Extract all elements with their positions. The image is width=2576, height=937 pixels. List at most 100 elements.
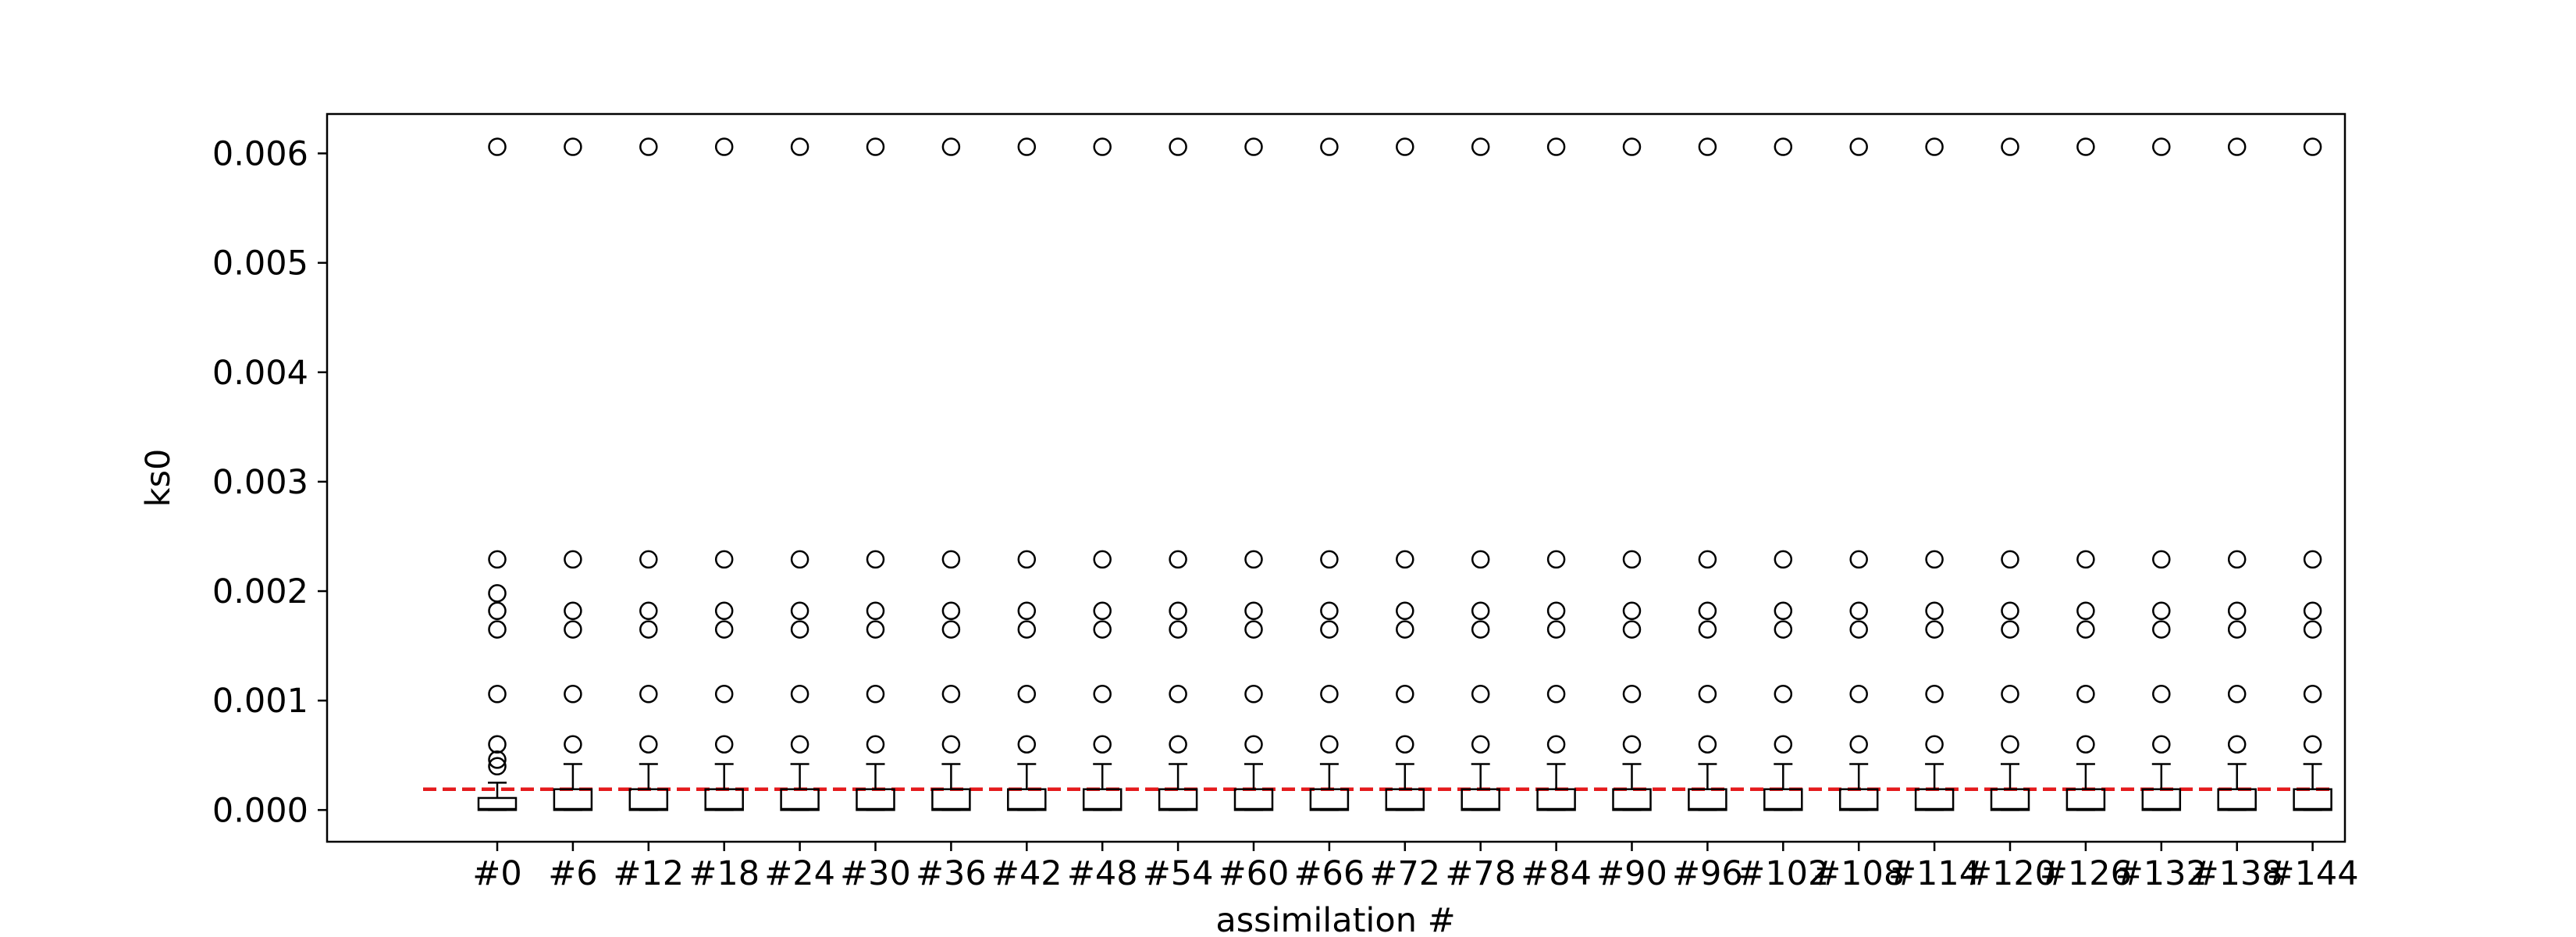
outlier-point: [1774, 685, 1793, 704]
outlier-point: [941, 601, 961, 621]
outlier-point: [2001, 620, 2019, 639]
x-tick-label: #132: [2115, 854, 2208, 893]
x-tick-label: #12: [613, 854, 684, 893]
box-iqr-rect: [780, 788, 820, 811]
y-tick-label: 0.005: [212, 244, 308, 283]
outlier-point: [1622, 735, 1642, 754]
box-iqr-rect: [1536, 788, 1576, 811]
box-iqr-rect: [2141, 788, 2182, 811]
outlier-point: [866, 137, 885, 156]
outlier-point: [866, 550, 885, 569]
outlier-point: [1169, 620, 1187, 639]
outlier-point: [1849, 735, 1868, 754]
outlier-point: [790, 735, 809, 754]
outlier-point: [1093, 137, 1112, 156]
outlier-point: [1698, 601, 1717, 621]
box-iqr-rect: [1385, 788, 1425, 811]
outlier-point: [488, 685, 507, 704]
box-iqr-rect: [553, 788, 593, 811]
box-iqr-rect: [1838, 788, 1879, 811]
x-tick-label: #126: [2040, 854, 2132, 893]
outlier-point: [714, 137, 734, 156]
outlier-point: [790, 550, 809, 569]
outlier-point: [1017, 685, 1037, 704]
y-tick-label: 0.002: [212, 572, 308, 611]
box-iqr-rect: [1763, 788, 1803, 811]
outlier-point: [1320, 735, 1339, 754]
y-tick-label: 0.000: [212, 791, 308, 830]
box-iqr-rect: [1007, 788, 1047, 811]
outlier-point: [1925, 137, 1944, 156]
outlier-point: [1471, 735, 1490, 754]
outlier-point: [1169, 735, 1187, 754]
outlier-point: [2227, 735, 2247, 754]
outlier-point: [1244, 620, 1263, 639]
outlier-point: [1396, 137, 1414, 156]
outlier-point: [1017, 601, 1037, 621]
x-tick-label: #18: [688, 854, 760, 893]
outlier-point: [1774, 601, 1793, 621]
outlier-point: [564, 550, 582, 569]
box-7: [1007, 763, 1047, 811]
outlier-point: [790, 601, 809, 621]
outlier-point: [1396, 550, 1414, 569]
outlier-point: [1093, 735, 1112, 754]
outlier-point: [714, 601, 734, 621]
box-9: [1158, 763, 1198, 811]
x-tick-label: #30: [840, 854, 911, 893]
box-23: [2217, 763, 2257, 811]
outlier-point: [941, 620, 961, 639]
outlier-point: [1925, 685, 1944, 704]
outlier-point: [2152, 550, 2171, 569]
y-tick-label: 0.004: [212, 354, 308, 393]
x-tick-label: #60: [1219, 854, 1290, 893]
outlier-point: [1169, 137, 1187, 156]
outlier-point: [1396, 601, 1414, 621]
outlier-point: [639, 601, 658, 621]
outlier-point: [1849, 685, 1868, 704]
outlier-point: [2001, 685, 2019, 704]
outlier-point: [2152, 735, 2171, 754]
x-axis-label: assimilation #: [1215, 901, 1455, 937]
outlier-point: [1244, 601, 1263, 621]
outlier-point: [1169, 685, 1187, 704]
outlier-point: [1546, 620, 1566, 639]
outlier-point: [1774, 735, 1793, 754]
outlier-point: [714, 620, 734, 639]
box-iqr-rect: [856, 788, 895, 811]
outlier-point: [564, 620, 582, 639]
outlier-point: [639, 685, 658, 704]
outlier-point: [2227, 685, 2247, 704]
x-tick-label: #78: [1445, 854, 1516, 893]
x-tick-label: #54: [1143, 854, 1214, 893]
box-iqr-rect: [1461, 788, 1500, 811]
box-iqr-rect: [1158, 788, 1198, 811]
outlier-point: [1849, 137, 1868, 156]
box-iqr-rect: [1612, 788, 1652, 811]
x-tick-label: #90: [1596, 854, 1667, 893]
box-3: [704, 763, 744, 811]
box-iqr-rect: [2065, 788, 2106, 811]
box-10: [1233, 763, 1274, 811]
x-tick-label: #108: [1813, 854, 1905, 893]
outlier-point: [2076, 601, 2095, 621]
outlier-point: [866, 601, 885, 621]
box-iqr-rect: [704, 788, 744, 811]
outlier-point: [1774, 137, 1793, 156]
outlier-point: [1546, 137, 1566, 156]
outlier-point: [941, 550, 961, 569]
box-20: [1990, 763, 2030, 811]
outlier-point: [714, 550, 734, 569]
box-0: [477, 782, 518, 811]
outlier-point: [2001, 735, 2019, 754]
box-21: [2065, 763, 2106, 811]
box-iqr-rect: [1233, 788, 1274, 811]
outlier-point: [1320, 550, 1339, 569]
outlier-point: [1849, 601, 1868, 621]
outlier-point: [1925, 550, 1944, 569]
box-16: [1688, 763, 1727, 811]
x-tick-label: #36: [916, 854, 987, 893]
outlier-point: [1320, 685, 1339, 704]
outlier-point: [866, 685, 885, 704]
outlier-point: [1244, 137, 1263, 156]
